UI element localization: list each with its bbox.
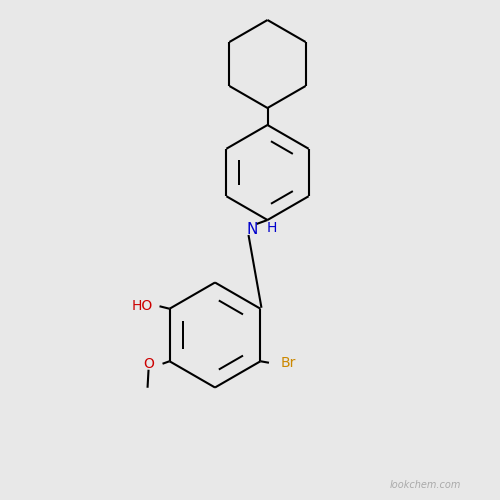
Text: N: N xyxy=(247,222,258,236)
Text: O: O xyxy=(143,357,154,371)
Text: HO: HO xyxy=(132,299,152,313)
Text: lookchem.com: lookchem.com xyxy=(390,480,460,490)
Text: Br: Br xyxy=(280,356,295,370)
Text: H: H xyxy=(266,220,276,234)
